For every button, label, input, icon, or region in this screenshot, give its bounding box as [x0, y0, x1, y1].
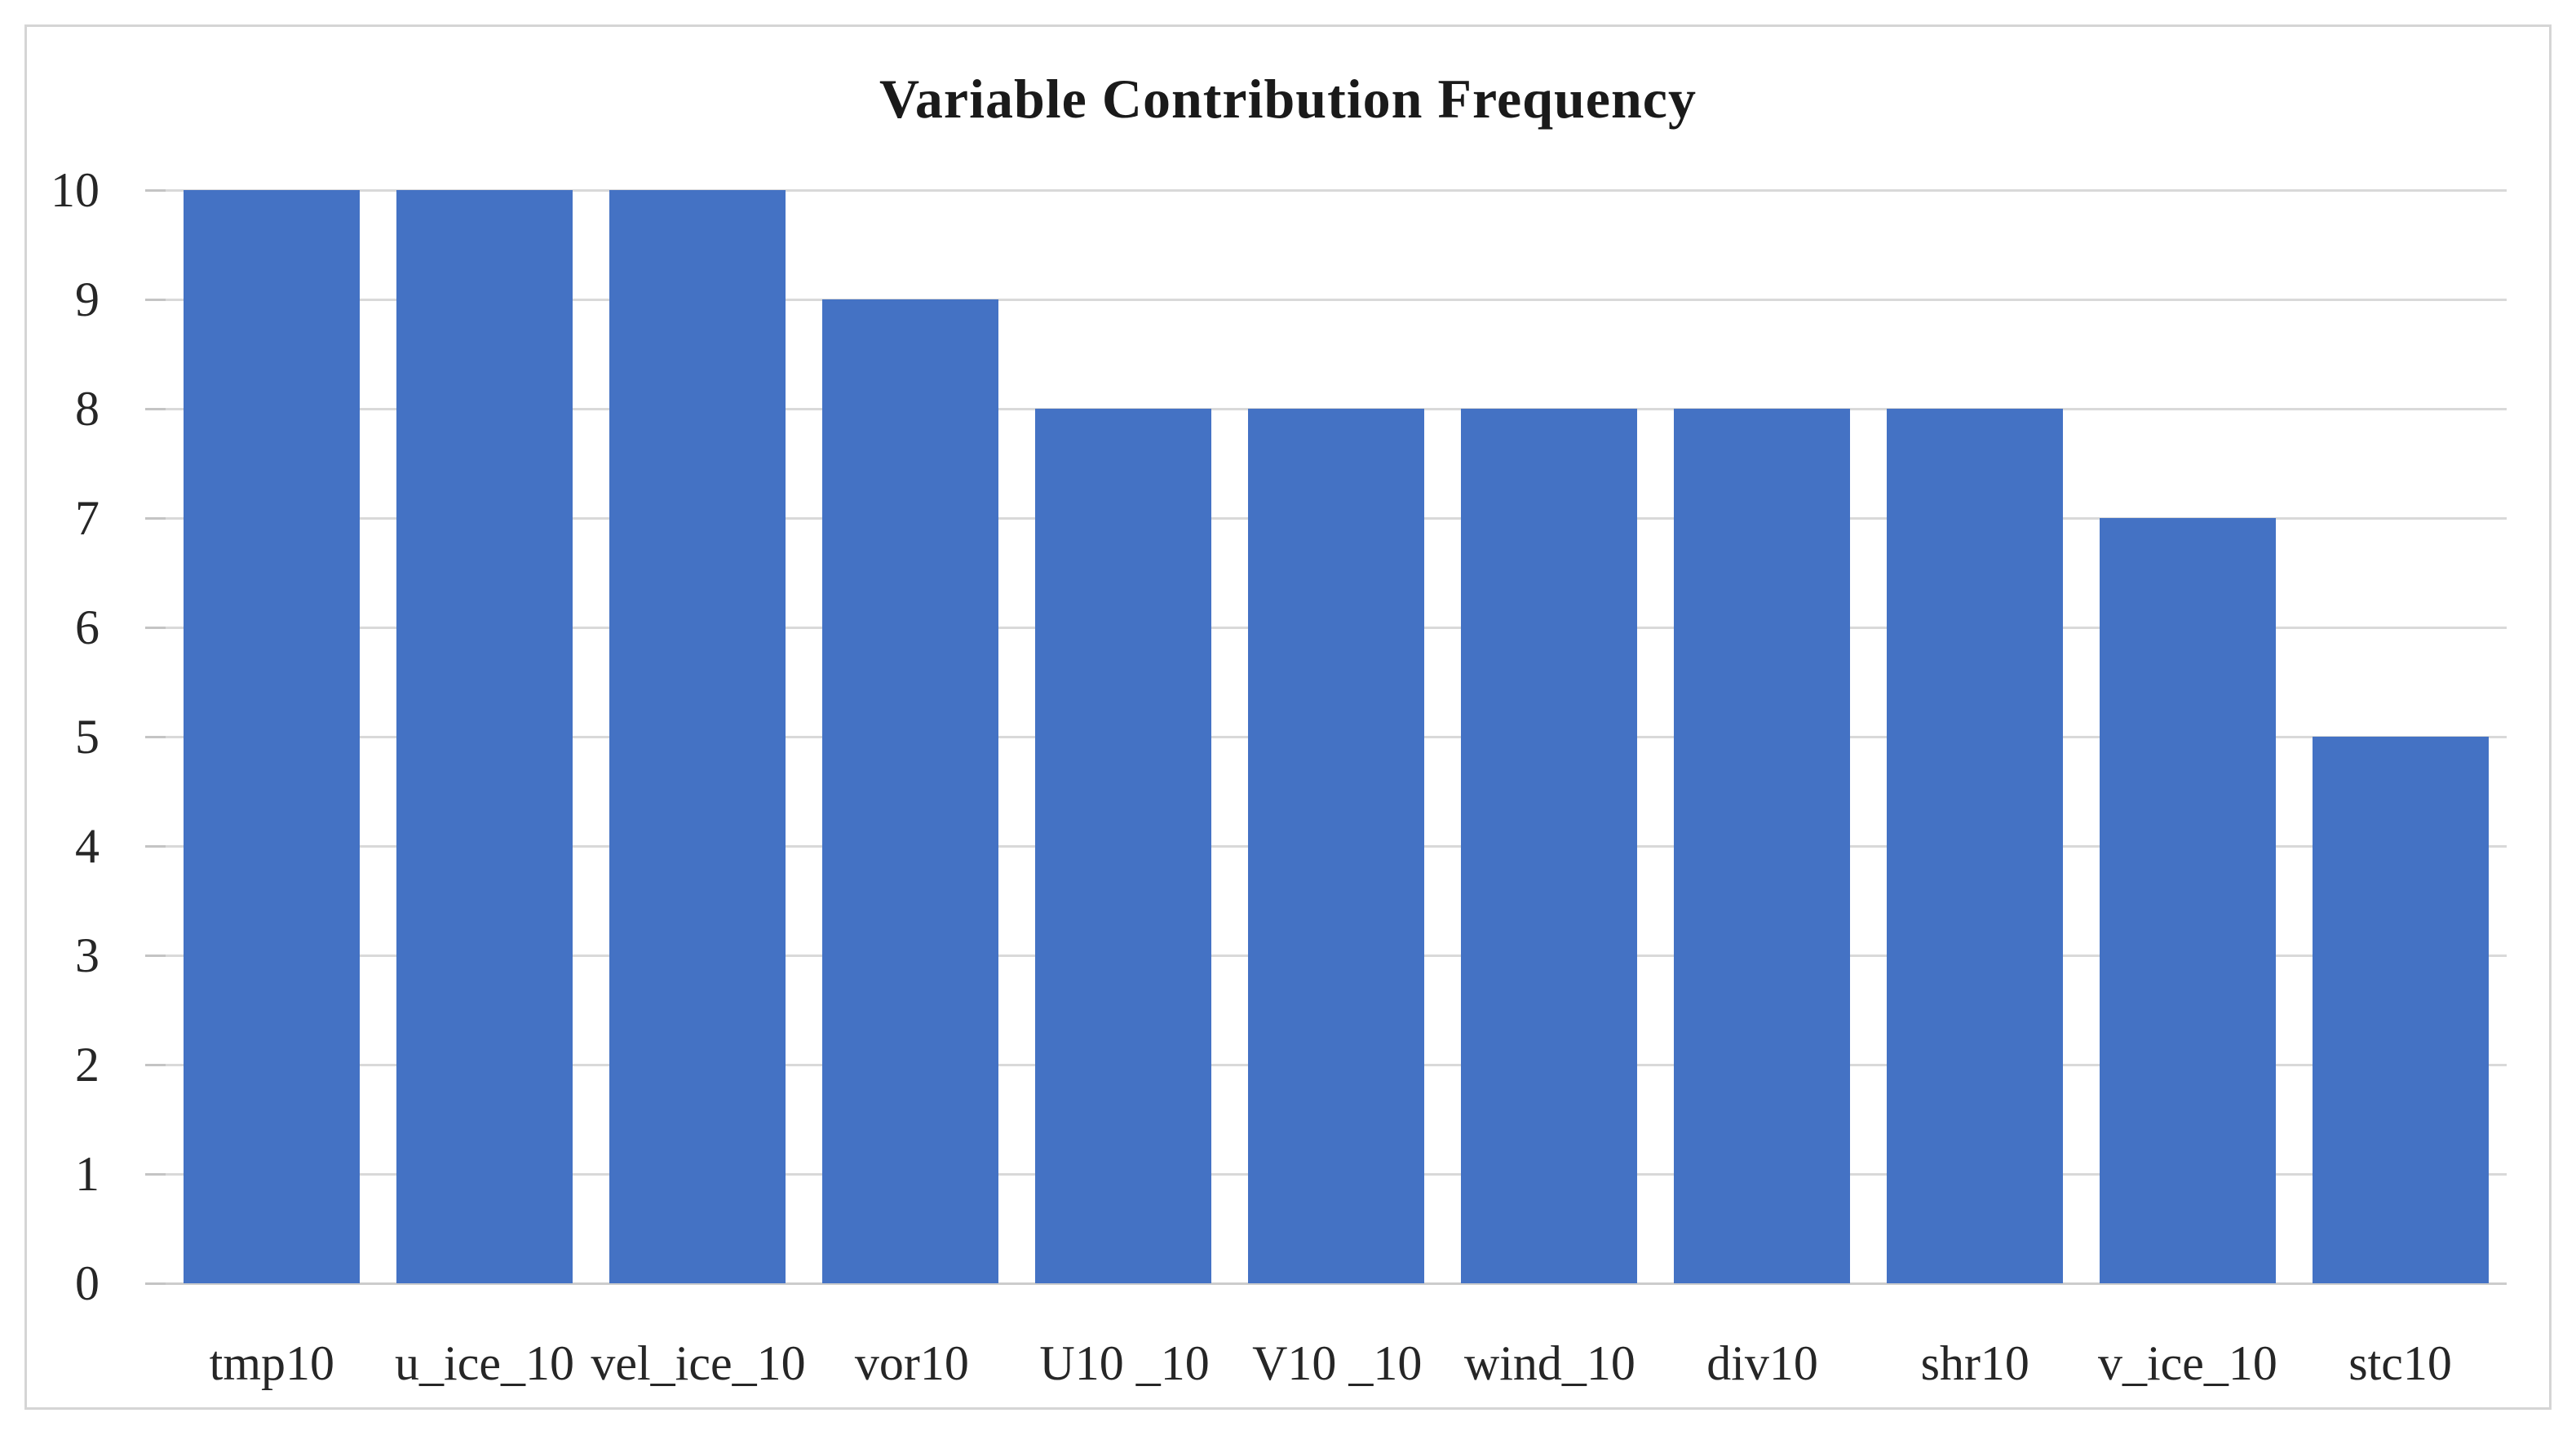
y-axis-tick	[145, 407, 166, 410]
bars-layer	[166, 190, 2507, 1283]
y-axis-tick	[145, 1063, 166, 1066]
y-axis-tick	[145, 626, 166, 629]
bar-u_ice_10	[396, 190, 573, 1283]
y-axis-tick	[145, 844, 166, 848]
bar-slot	[591, 190, 804, 1283]
x-axis-label: U10 _10	[1039, 1336, 1210, 1390]
bar-slot	[1017, 190, 1230, 1283]
bar-v_ice_10	[2099, 518, 2276, 1283]
bar-slot	[166, 190, 378, 1283]
bar-wind_10	[1460, 409, 1637, 1283]
y-axis-label: 6	[75, 600, 100, 654]
x-axis-label: V10 _10	[1252, 1336, 1423, 1390]
y-axis-tick	[145, 1172, 166, 1176]
bar-slot	[1655, 190, 1868, 1283]
bar-stc10	[2312, 737, 2489, 1283]
y-axis-tick	[145, 298, 166, 301]
chart-title: Variable Contribution Frequency	[879, 68, 1697, 130]
y-axis-label: 7	[75, 491, 100, 545]
x-axis-label: u_ice_10	[395, 1336, 574, 1390]
y-axis-label: 4	[75, 819, 100, 873]
bar-slot	[1442, 190, 1655, 1283]
bar-slot	[1868, 190, 2081, 1283]
bar-U10 _10	[1035, 409, 1212, 1283]
x-axis: tmp10 u_ice_10 vel_ice_10 vor10 U10 _10 V10 _…	[166, 1334, 2507, 1393]
bar-vor10	[822, 299, 999, 1283]
bar-slot	[378, 190, 591, 1283]
bar-slot	[2081, 190, 2294, 1283]
x-axis-label: wind_10	[1463, 1336, 1635, 1390]
x-axis-label: tmp10	[209, 1336, 334, 1390]
y-axis-tick	[145, 516, 166, 520]
bar-div10	[1673, 409, 1850, 1283]
y-axis-label: 1	[75, 1147, 100, 1201]
bar-shr10	[1886, 409, 2063, 1283]
x-axis-label: shr10	[1920, 1336, 2029, 1390]
plot-area: 0 1 2 3 4 5 6 7 8 9 10 tmp10 u_ice_10 vel_ice_10 vor1…	[51, 163, 2507, 1390]
y-axis-label: 5	[75, 710, 100, 764]
bar-tmp10	[184, 190, 361, 1283]
gridline	[166, 298, 2507, 301]
y-axis-tick	[145, 735, 166, 738]
x-axis-label: vel_ice_10	[591, 1336, 806, 1390]
y-axis-label: 0	[75, 1256, 100, 1310]
x-axis-label: div10	[1706, 1336, 1818, 1390]
gridline	[166, 188, 2507, 192]
bar-vel_ice_10	[609, 190, 786, 1283]
y-axis-tick	[145, 188, 166, 192]
y-axis-label: 2	[75, 1038, 100, 1092]
y-axis-tick	[145, 1282, 166, 1285]
y-axis-label: 3	[75, 928, 100, 982]
x-axis-label: stc10	[2348, 1336, 2452, 1390]
x-axis-baseline	[166, 1282, 2507, 1285]
bar-slot	[1230, 190, 1443, 1283]
bar-slot	[804, 190, 1017, 1283]
y-axis-tick	[145, 954, 166, 957]
y-axis-label: 10	[51, 163, 100, 217]
x-axis-label: vor10	[854, 1336, 969, 1390]
y-axis-label: 8	[75, 382, 100, 436]
y-axis-label: 9	[75, 272, 100, 326]
bar-slot	[2294, 190, 2507, 1283]
x-axis-label: v_ice_10	[2097, 1336, 2277, 1390]
bar-V10 _10	[1247, 409, 1424, 1283]
